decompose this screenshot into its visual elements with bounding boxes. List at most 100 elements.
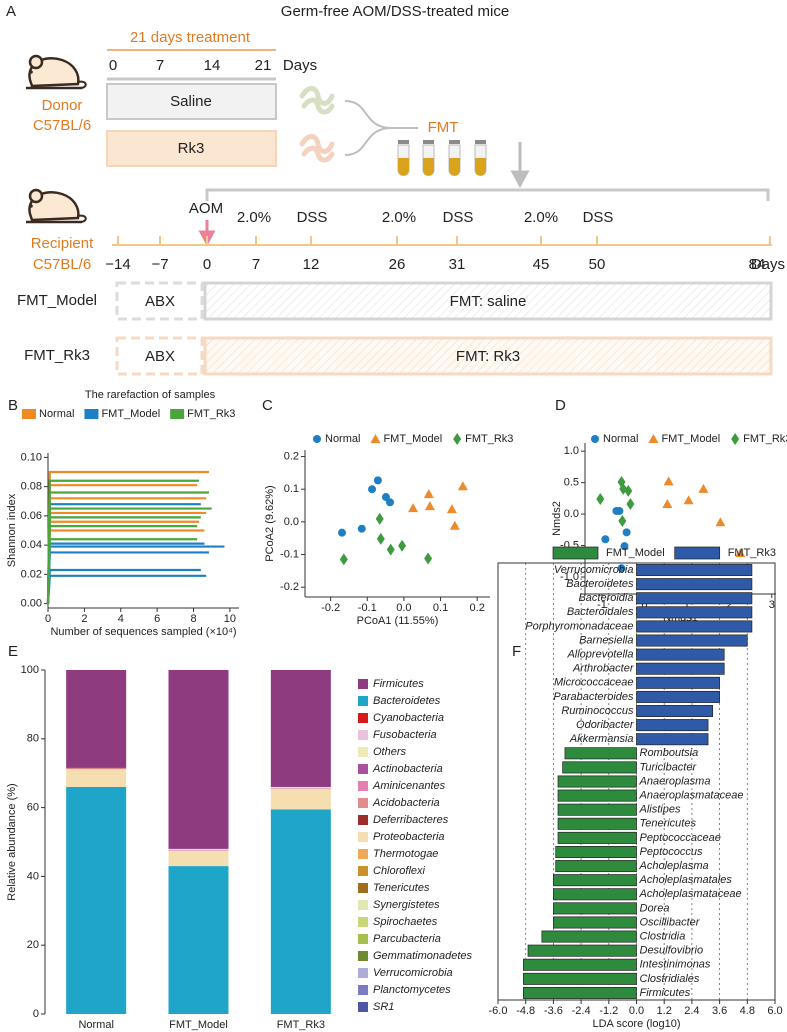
abx-box [115,336,204,376]
y-tick-label: 1.0 [564,445,579,457]
taxon-label: Alistipes [639,804,681,816]
x-tick-label: -1 [597,599,607,611]
abx-box [115,281,204,321]
legend-swatch [358,883,368,893]
y-tick-label: 80 [27,733,39,745]
legend-swatch [358,696,368,706]
recipient-day: 26 [389,256,406,273]
legend-swatch [358,985,368,995]
x-tick-label: 0.0 [629,1005,644,1017]
point [375,512,384,525]
legend-label: Planctomycetes [373,984,451,996]
legend-label: Normal [325,433,360,445]
group-label: Saline [170,93,212,110]
bar-segment [168,866,229,1014]
taxon-label: Verrucomicrobia [554,564,634,576]
y-tick-label: 0.10 [21,451,42,463]
taxon-label: Peptococcus [640,846,703,858]
taxon-label: Romboutsia [640,747,699,759]
legend-label: FMT_Rk3 [187,408,235,420]
recipient-day: 0 [203,256,211,273]
y-tick-label: 0.04 [21,539,42,551]
donor-label: C57BL/6 [33,117,91,134]
legend-swatch [358,917,368,927]
donor-day: 7 [156,57,164,74]
row-label: FMT_Model [17,292,97,309]
lda-bar [557,789,637,802]
legend-label: Deferribacteres [373,814,449,826]
donor-day: 0 [109,57,117,74]
point [424,501,435,511]
lda-bar [555,860,637,873]
lda-bar [636,648,725,661]
x-tick-label: 10 [224,613,236,625]
point [620,542,629,551]
legend-swatch [358,866,368,876]
lda-bar [636,705,714,718]
legend-label: FMT_Rk3 [728,547,776,559]
point [385,498,394,507]
legend-label: FMT_Model [383,433,442,445]
x-tick-label: 6 [154,613,160,625]
y-tick-label: 0.06 [21,510,42,522]
taxon-label: Firmicutes [640,987,691,999]
point [423,489,434,499]
taxon-label: Parabacteroides [553,691,634,703]
x-tick-label: 0 [641,599,647,611]
recipient-day: 7 [252,256,260,273]
lda-bar [553,902,637,915]
taxon-label: Anaeroplasma [639,775,711,787]
chart-title: The rarefaction of samples [85,389,216,401]
taxon-label: Alloprevotella [566,649,633,661]
dss-label: DSS [443,209,474,226]
legend-label: FMT_Model [661,433,720,445]
treatment-label: 21 days treatment [130,29,251,46]
point [626,498,635,511]
point [596,492,605,505]
lda-bar [557,817,637,830]
rarefaction-curve [46,525,198,604]
legend-marker [648,434,659,443]
lda-bar [636,719,709,732]
taxon-label: Desulfovibrio [640,945,704,957]
point [683,495,694,505]
y-tick-label: 0.08 [21,481,42,493]
legend-swatch [358,747,368,757]
point [408,503,419,513]
lda-bar [527,944,637,957]
legend-label: SR1 [373,1001,394,1013]
lda-bar [636,578,753,591]
point [624,484,633,497]
y-tick-label: 0.1 [284,483,299,495]
y-tick-label: 40 [27,870,39,882]
group-label: Rk3 [178,140,205,157]
legend-label: Firmicutes [373,678,424,690]
point [449,520,460,530]
dss-concentration: 2.0% [382,209,416,226]
point [373,476,382,485]
x-tick-label: 2 [81,613,87,625]
days-unit: Days [283,57,317,74]
bar-segment [66,767,127,769]
legend-swatch [358,730,368,740]
legend-label: Bacteroidetes [373,695,441,707]
point [339,553,348,566]
panel-label: A [6,3,16,20]
lda-bar [523,986,637,999]
rarefaction-curve [46,520,199,604]
legend-label: Actinobacteria [372,763,443,775]
taxon-label: Oscillibacter [640,916,701,928]
taxon-label: Micrococcaceae [554,677,633,689]
lda-bar [636,634,748,647]
x-axis-label: PCoA1 (11.55%) [357,615,439,627]
legend-swatch [358,764,368,774]
legend-swatch [22,409,36,419]
recipient-day: 12 [303,256,320,273]
taxon-label: Akkermansia [569,733,634,745]
lda-bar [541,930,637,943]
bar-segment [168,849,229,851]
bar-segment [270,670,331,787]
legend-label: Proteobacteria [373,831,445,843]
group-box [106,130,277,167]
bar-segment [168,670,229,849]
